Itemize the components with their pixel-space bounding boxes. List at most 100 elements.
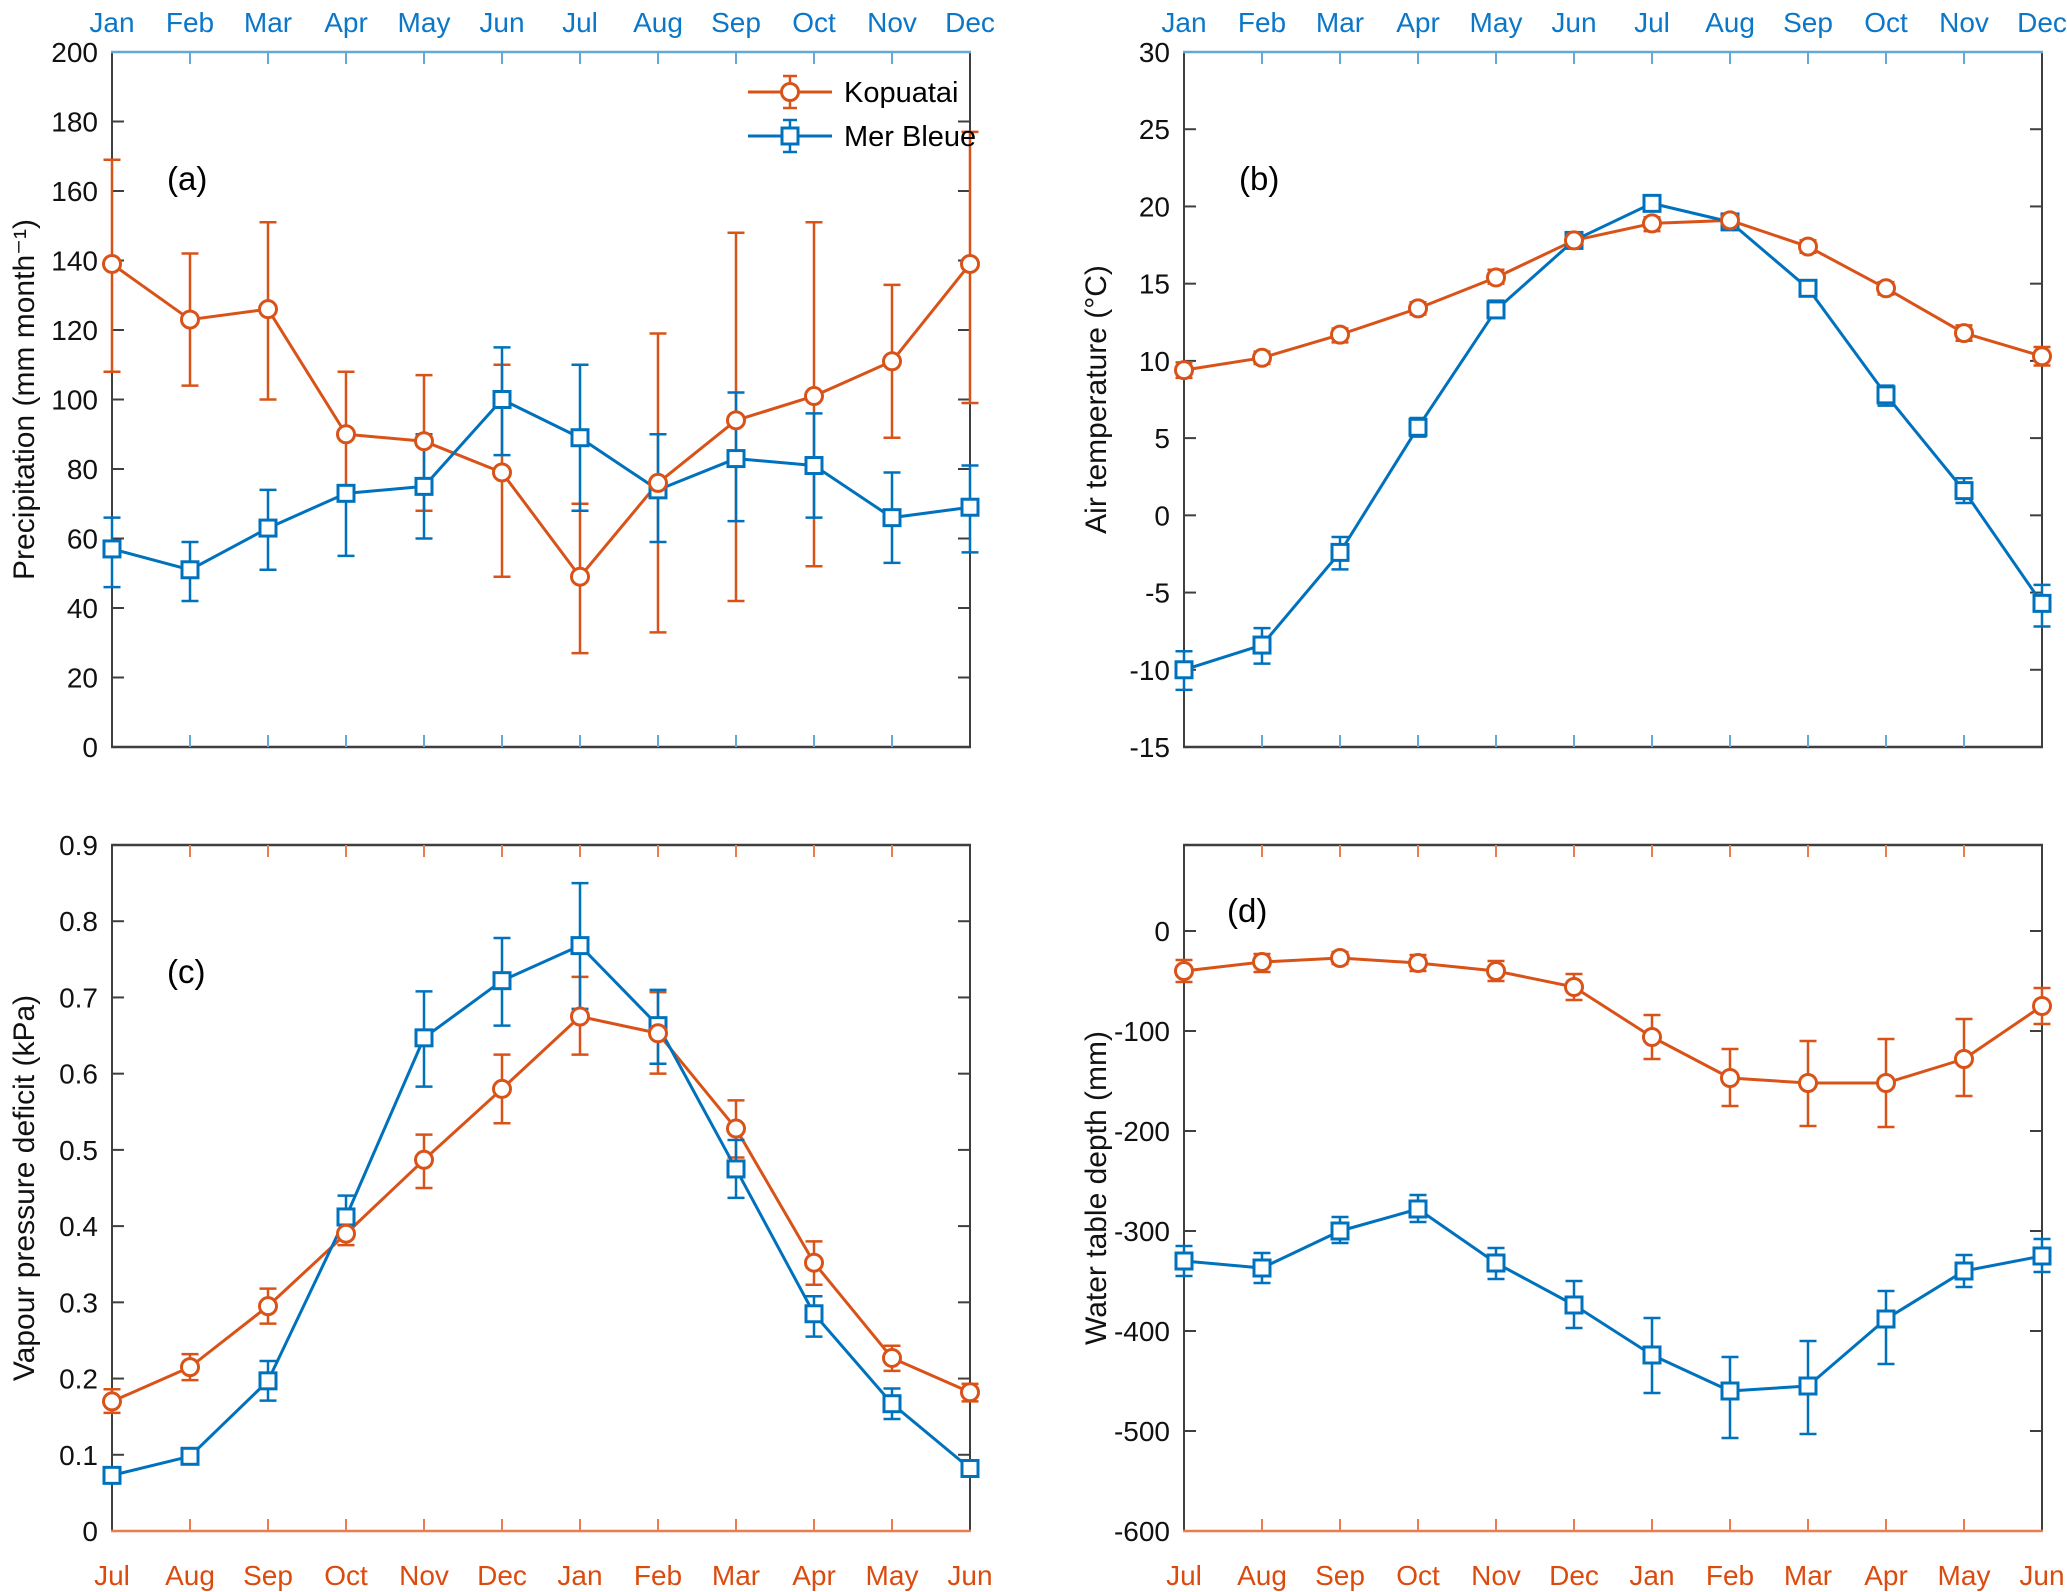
data-point-mer-bleue	[1486, 1253, 1506, 1273]
data-point-mer-bleue	[492, 971, 512, 991]
month-label-bottom: Aug	[165, 1560, 215, 1591]
data-point-mer-bleue	[1486, 300, 1506, 320]
markers-kopuatai	[1174, 948, 2052, 1093]
month-label-bottom: May	[866, 1560, 919, 1591]
month-label-bottom: Feb	[634, 1560, 682, 1591]
month-label-top: Oct	[1864, 7, 1908, 38]
series-line	[111, 262, 972, 579]
series-kopuatai	[1175, 950, 2051, 1129]
data-point-kopuatai	[726, 1118, 746, 1139]
month-label-top: Dec	[2017, 7, 2067, 38]
y-tick-label: 0	[1154, 500, 1170, 531]
markers-mer-bleue	[102, 390, 980, 580]
y-tick-label: 30	[1139, 37, 1170, 68]
data-point-mer-bleue	[960, 497, 980, 517]
data-point-kopuatai	[1330, 324, 1350, 345]
data-point-kopuatai	[1642, 213, 1662, 234]
y-axis-label: Vapour pressure deficit (kPa)	[8, 995, 41, 1381]
data-point-kopuatai	[2032, 346, 2052, 367]
data-point-kopuatai	[1408, 298, 1428, 319]
month-label-bottom: Jun	[947, 1560, 992, 1591]
data-point-mer-bleue	[1252, 1258, 1272, 1278]
month-label-top: Mar	[1316, 7, 1364, 38]
data-point-kopuatai	[960, 253, 980, 274]
data-point-kopuatai	[1252, 952, 1272, 972]
y-tick-label: -200	[1114, 1116, 1170, 1147]
data-point-mer-bleue	[2032, 1246, 2052, 1266]
data-point-kopuatai	[1954, 323, 1974, 344]
month-label-top: Jun	[1551, 7, 1596, 38]
series-line	[1183, 218, 2043, 372]
series-kopuatai	[1175, 212, 2051, 380]
y-tick-label: 0.6	[59, 1059, 98, 1090]
y-tick-label: -500	[1114, 1416, 1170, 1447]
panel-letter: (d)	[1227, 892, 1267, 929]
y-tick-label: 160	[51, 176, 98, 207]
data-point-kopuatai	[960, 1382, 980, 1403]
y-tick-label: 10	[1139, 346, 1170, 377]
y-tick-label: 0	[82, 1516, 98, 1547]
series-kopuatai	[103, 130, 979, 655]
data-point-kopuatai	[570, 566, 590, 587]
data-point-kopuatai	[414, 1149, 434, 1170]
panel-letter: (b)	[1239, 160, 1279, 197]
y-tick-label: -300	[1114, 1216, 1170, 1247]
y-tick-label: 0.3	[59, 1287, 98, 1318]
month-label-bottom: Oct	[1396, 1560, 1440, 1591]
data-point-mer-bleue	[102, 539, 122, 559]
series-mer-bleue	[103, 881, 979, 1482]
data-point-kopuatai	[336, 424, 356, 445]
y-tick-label: 20	[1139, 191, 1170, 222]
series-line	[1183, 201, 2044, 672]
data-point-mer-bleue	[570, 428, 590, 448]
data-point-kopuatai	[570, 1006, 590, 1027]
data-point-mer-bleue	[1330, 542, 1350, 562]
data-point-kopuatai	[1798, 1073, 1818, 1093]
data-point-kopuatai	[258, 1296, 278, 1317]
data-point-kopuatai	[1486, 961, 1506, 981]
data-point-kopuatai	[1486, 267, 1506, 288]
data-point-mer-bleue	[336, 483, 356, 503]
data-point-kopuatai	[336, 1223, 356, 1244]
data-point-mer-bleue	[1642, 1345, 1662, 1365]
month-label-bottom: Nov	[399, 1560, 449, 1591]
data-point-kopuatai	[180, 309, 200, 330]
month-label-top: May	[398, 7, 451, 38]
month-label-bottom: Dec	[1549, 1560, 1599, 1591]
y-tick-label: 120	[51, 315, 98, 346]
y-tick-label: -15	[1130, 732, 1170, 763]
data-point-kopuatai	[726, 410, 746, 431]
y-axis-label: Precipitation (mm month⁻¹)	[8, 219, 41, 580]
data-point-mer-bleue	[1954, 481, 1974, 501]
series-mer-bleue	[103, 346, 979, 603]
y-axis-label: Air temperature (°C)	[1080, 265, 1113, 534]
data-point-kopuatai	[804, 386, 824, 407]
y-tick-label: 0.4	[59, 1211, 98, 1242]
y-tick-label: 0.1	[59, 1440, 98, 1471]
y-tick-label: 0.5	[59, 1135, 98, 1166]
month-label-bottom: Feb	[1706, 1560, 1754, 1591]
month-label-top: Feb	[166, 7, 214, 38]
data-point-mer-bleue	[1408, 1199, 1428, 1219]
month-label-top: Jul	[562, 7, 598, 38]
month-label-top: Aug	[1705, 7, 1755, 38]
data-point-kopuatai	[414, 431, 434, 452]
month-label-top: Jul	[1634, 7, 1670, 38]
y-tick-label: 60	[67, 524, 98, 555]
y-tick-label: 0.7	[59, 982, 98, 1013]
month-label-bottom: Jan	[1629, 1560, 1674, 1591]
month-label-top: Jan	[1161, 7, 1206, 38]
data-point-kopuatai	[1564, 977, 1584, 997]
month-label-top: Jan	[89, 7, 134, 38]
month-label-top: Nov	[1939, 7, 1989, 38]
data-point-mer-bleue	[336, 1207, 356, 1227]
data-point-mer-bleue	[1330, 1221, 1350, 1241]
data-point-mer-bleue	[726, 449, 746, 469]
y-tick-label: 200	[51, 37, 98, 68]
legend-marker-circle	[780, 82, 800, 102]
markers-kopuatai	[1174, 210, 2052, 381]
data-point-mer-bleue	[414, 1028, 434, 1048]
